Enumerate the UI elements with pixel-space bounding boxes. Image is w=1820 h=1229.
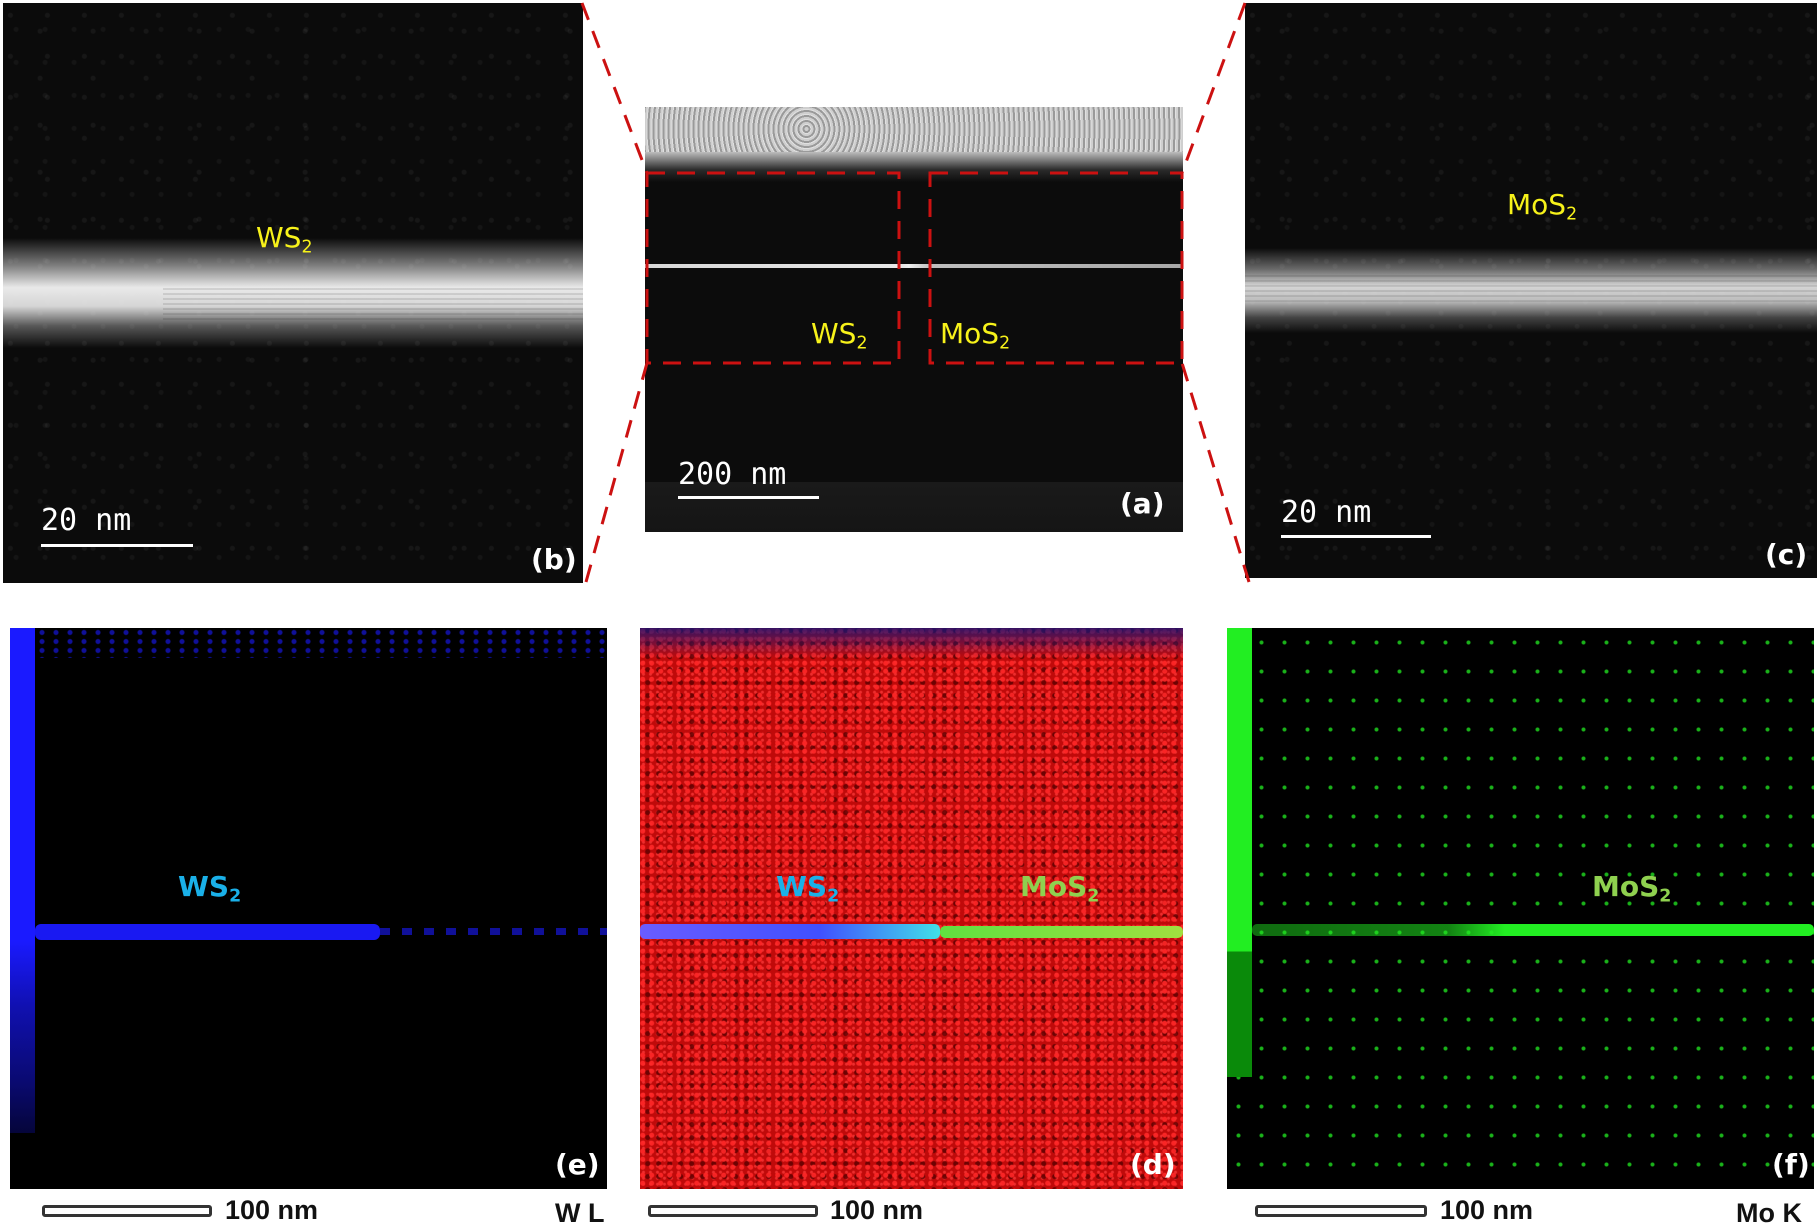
connector-b-top <box>580 2 649 174</box>
panel-letter-e: (e) <box>555 1148 600 1181</box>
substrate-edge <box>645 482 1183 532</box>
ws2-label: WS2 <box>178 870 242 907</box>
panel-b-stem-ws2: WS2 20 nm (b) <box>3 3 583 583</box>
scale-bar-label: 200 nm <box>678 457 787 492</box>
element-line-w-l: W L <box>555 1198 605 1228</box>
panel-f-eds-mo-map: MoS2 (f) <box>1227 628 1814 1189</box>
connector-c-top <box>1180 2 1247 174</box>
ws2-label: WS2 <box>256 221 313 258</box>
ws2-layer-band <box>3 238 583 348</box>
panel-letter-c: (c) <box>1765 538 1808 571</box>
mos2-label: MoS2 <box>940 317 1011 354</box>
heterostructure-line <box>645 264 1183 268</box>
scale-bar-f <box>1255 1205 1427 1217</box>
ws2-layer-fringes <box>163 288 583 323</box>
panel-letter-a: (a) <box>1120 487 1165 520</box>
panel-c-stem-mos2: MoS2 20 nm (c) <box>1245 3 1817 578</box>
mo-signal-line <box>1252 924 1814 936</box>
scale-bar-label-d: 100 nm <box>830 1195 924 1225</box>
scale-bar-line <box>41 544 193 547</box>
scale-bar-e <box>42 1205 212 1217</box>
ws2-label: WS2 <box>811 317 868 354</box>
scale-bar-label-e: 100 nm <box>225 1195 319 1225</box>
mo-signal-line <box>940 926 1183 938</box>
scale-bar-d <box>648 1205 818 1217</box>
mos2-label: MoS2 <box>1592 870 1672 907</box>
ws2-label: WS2 <box>776 870 840 907</box>
mos2-label: MoS2 <box>1020 870 1100 907</box>
w-signal-line <box>640 924 940 939</box>
panel-a-stem-overview: WS2 MoS2 200 nm (a) <box>645 107 1183 532</box>
scale-bar-label-f: 100 nm <box>1440 1195 1534 1225</box>
mos2-layer-band <box>1245 248 1817 333</box>
panel-letter-f: (f) <box>1772 1148 1810 1181</box>
panel-letter-b: (b) <box>531 543 577 576</box>
element-line-mo-k: Mo K <box>1736 1198 1802 1228</box>
scale-bar-label: 20 nm <box>1281 495 1372 530</box>
connector-c-bottom <box>1180 362 1251 583</box>
w-signal-line-faint <box>380 928 607 935</box>
connector-b-bottom <box>584 362 649 583</box>
mo-intensity-colorbar <box>1227 628 1252 1077</box>
panel-d-eds-composite-map: WS2 MoS2 (d) <box>640 628 1183 1189</box>
scale-bar-line <box>1281 535 1431 538</box>
mos2-label: MoS2 <box>1507 188 1578 225</box>
w-signal-line <box>35 924 380 940</box>
mos2-layer-fringes <box>1245 275 1817 303</box>
composite-top-speckle <box>640 628 1183 658</box>
w-map-top-speckle <box>35 628 607 658</box>
scale-bar-line <box>678 496 819 499</box>
cap-transition <box>645 152 1183 182</box>
panel-letter-d: (d) <box>1130 1148 1176 1181</box>
w-intensity-colorbar <box>10 628 35 1133</box>
scale-bar-label: 20 nm <box>41 503 132 538</box>
panel-e-eds-w-map: WS2 (e) <box>10 628 607 1189</box>
